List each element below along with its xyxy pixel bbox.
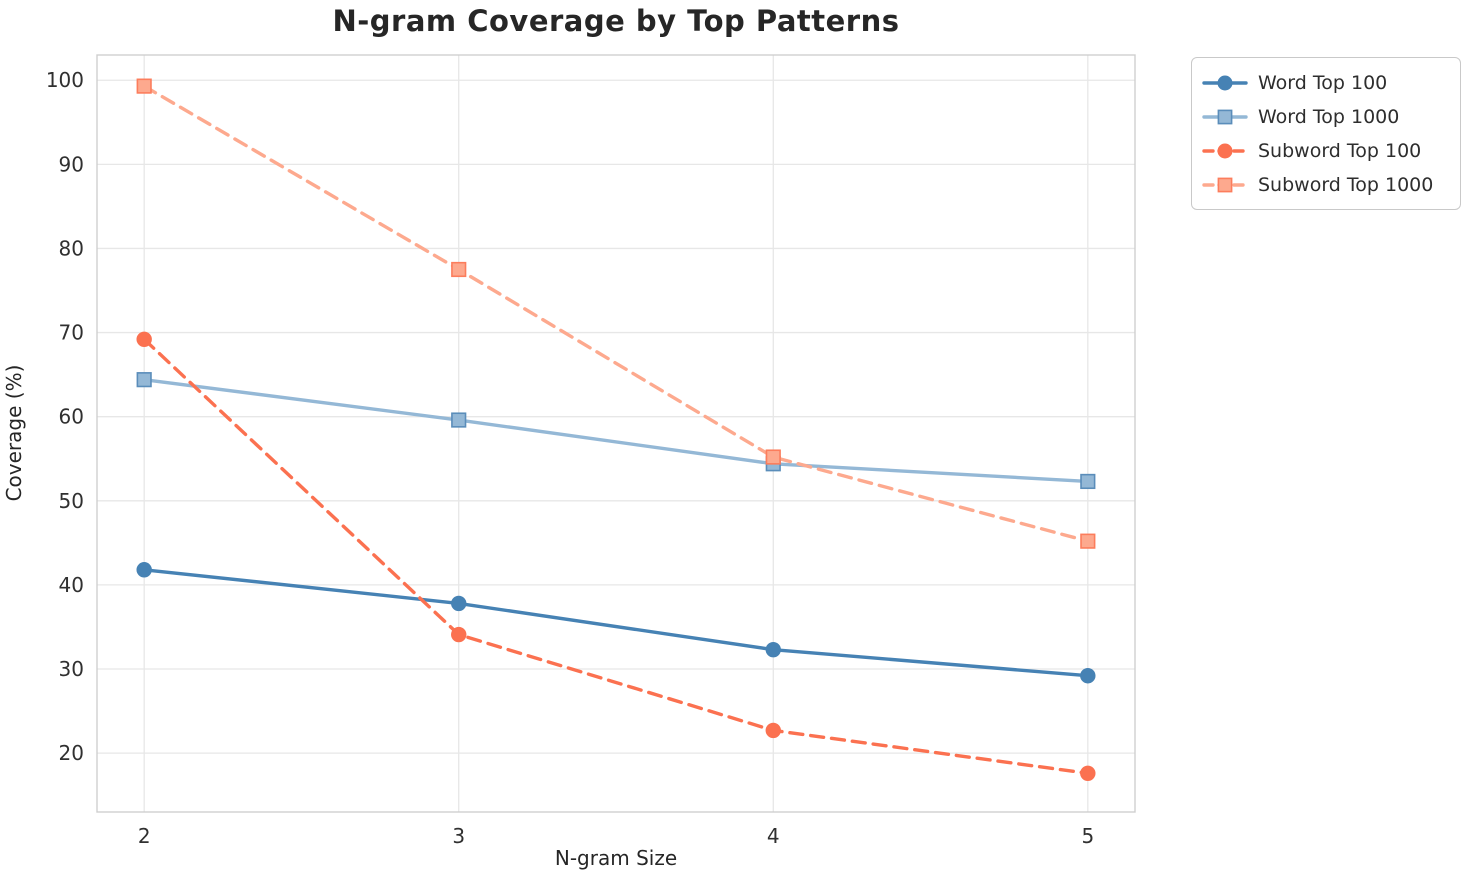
y-tick-label: 90 — [59, 152, 84, 176]
marker-word-top-100 — [136, 562, 152, 578]
x-tick-label: 3 — [452, 824, 465, 848]
series-line-subword-top-100 — [142, 337, 1090, 776]
y-tick-label: 80 — [59, 236, 84, 260]
legend-swatch-word-top-1000 — [1202, 109, 1248, 124]
series-line-word-top-100 — [142, 568, 1090, 678]
y-tick-label: 100 — [46, 68, 84, 92]
marker-subword-top-1000 — [765, 449, 781, 465]
y-tick-label: 50 — [59, 489, 84, 513]
marker-subword-top-100 — [136, 331, 152, 347]
legend-label: Subword Top 100 — [1258, 139, 1422, 162]
x-tick-label: 4 — [767, 824, 780, 848]
y-tick-label: 30 — [59, 657, 84, 681]
legend-label: Subword Top 1000 — [1258, 173, 1434, 196]
x-tick-label: 5 — [1081, 824, 1094, 848]
marker-subword-top-100 — [451, 626, 467, 643]
legend-label: Word Top 1000 — [1258, 105, 1400, 128]
plot-border — [96, 54, 1136, 813]
marker-subword-top-1000 — [451, 261, 467, 278]
y-tick-label: 70 — [59, 321, 84, 345]
legend-item-word-top-100: Word Top 100 — [1202, 67, 1446, 98]
y-tick-label: 20 — [59, 741, 84, 765]
legend-swatch-subword-top-100 — [1202, 142, 1248, 159]
marker-word-top-1000 — [1080, 473, 1096, 490]
series-line-word-top-1000 — [142, 377, 1090, 484]
series-line-subword-top-1000 — [142, 84, 1090, 543]
legend-swatch-word-top-100 — [1202, 74, 1248, 91]
y-tick-label: 40 — [59, 573, 84, 597]
marker-word-top-1000 — [451, 412, 467, 428]
marker-word-top-1000 — [136, 372, 152, 388]
x-tick-label: 2 — [138, 824, 151, 848]
legend-swatch-subword-top-1000 — [1202, 177, 1248, 192]
marker-subword-top-100 — [1080, 765, 1096, 782]
legend-item-subword-top-100: Subword Top 100 — [1202, 135, 1446, 166]
marker-word-top-100 — [451, 595, 467, 612]
marker-subword-top-1000 — [136, 78, 152, 94]
legend: Word Top 100 Word Top 1000 Subword Top 100… — [1191, 57, 1461, 210]
chart-title: N-gram Coverage by Top Patterns — [332, 4, 900, 38]
x-axis-label: N-gram Size — [554, 846, 678, 870]
marker-subword-top-100 — [765, 722, 781, 739]
marker-word-top-100 — [1080, 668, 1096, 684]
marker-subword-top-1000 — [1080, 533, 1096, 549]
marker-word-top-100 — [765, 641, 781, 658]
y-tick-label: 60 — [59, 405, 84, 429]
legend-item-subword-top-1000: Subword Top 1000 — [1202, 169, 1446, 200]
legend-item-word-top-1000: Word Top 1000 — [1202, 101, 1446, 132]
legend-label: Word Top 100 — [1258, 71, 1388, 94]
